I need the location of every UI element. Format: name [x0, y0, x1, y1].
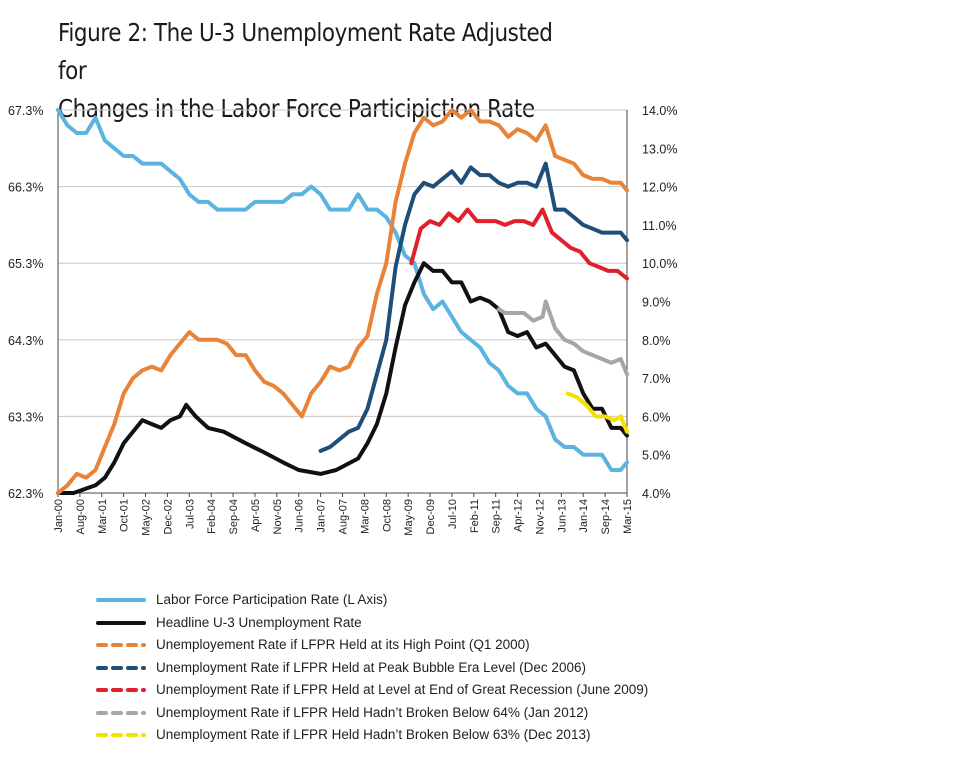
- x-tick-label: Sep-14: [600, 499, 612, 534]
- x-tick-label: Jun-06: [294, 499, 306, 533]
- x-tick-label: May-02: [141, 499, 153, 536]
- chart-title-line-2: Changes in the Labor Force Participictio…: [58, 94, 535, 123]
- x-tick-label: Jan-14: [578, 499, 590, 533]
- y-right-tick-label: 11.0%: [642, 219, 677, 233]
- x-tick-label: Dec-02: [162, 499, 174, 534]
- legend-label: Headline U-3 Unemployment Rate: [156, 614, 362, 630]
- legend-swatch: [96, 733, 146, 737]
- series-line-7: [565, 391, 629, 434]
- legend-label: Unemployment Rate if LFPR Held Hadn’t Br…: [156, 727, 591, 742]
- y-right-tick-label: 14.0%: [642, 104, 677, 118]
- line-chart: 62.3% 63.3% 64.3% 65.3% 66.3% 67.3% 4.0% 5.0% 6.…: [8, 104, 677, 536]
- legend-item: Unemployment Rate if LFPR Held Hadn’t Br…: [96, 704, 796, 727]
- series-line-1: [56, 108, 629, 472]
- legend-swatch: [96, 643, 146, 647]
- x-tick-label: Jul-10: [447, 499, 459, 529]
- y-left-tick-label: 62.3%: [8, 487, 43, 501]
- x-tick-label: Aug-07: [338, 499, 350, 534]
- y-right-tick-label: 6.0%: [642, 410, 671, 424]
- x-tick-label: Jul-03: [184, 499, 196, 529]
- chart-title: Figure 2: The U-3 Unemployment Rate Adju…: [58, 14, 574, 128]
- x-tick-label: Jun-13: [556, 499, 568, 533]
- series-line-2: [56, 261, 629, 495]
- y-left-tick-label: 67.3%: [8, 104, 43, 118]
- legend-label: Unemployment Rate if LFPR Held at Peak B…: [156, 659, 586, 675]
- y-left-tick-label: 63.3%: [8, 410, 43, 424]
- x-tick-label: Jan-00: [53, 499, 65, 533]
- y-left-tick-label: 65.3%: [8, 257, 43, 271]
- x-tick-label: Aug-00: [75, 499, 87, 534]
- legend-item: Unemployement Rate if LFPR Held at its H…: [96, 636, 796, 659]
- legend-label: Unemployement Rate if LFPR Held at its H…: [156, 637, 530, 652]
- x-tick-label: Mar-01: [97, 499, 109, 534]
- series-line-3: [56, 108, 629, 495]
- series-line-5: [409, 207, 629, 281]
- x-tick-label: Feb-11: [469, 499, 481, 533]
- y-right-tick-label: 7.0%: [642, 372, 671, 386]
- legend-swatch: [96, 620, 146, 625]
- x-tick-label: Mar-08: [359, 499, 371, 534]
- y-right-tick-label: 9.0%: [642, 296, 671, 310]
- x-tick-label: Dec-09: [425, 499, 437, 534]
- y-right-tick-label: 12.0%: [642, 181, 677, 195]
- y-left-tick-label: 66.3%: [8, 181, 43, 195]
- legend-item: Unemployment Rate if LFPR Held at Peak B…: [96, 659, 796, 682]
- y-right-tick-label: 8.0%: [642, 334, 671, 348]
- legend-item: Unemployment Rate if LFPR Held Hadn’t Br…: [96, 726, 796, 749]
- legend-label: Unemployment Rate if LFPR Held at Level …: [156, 682, 649, 697]
- legend-label: Labor Force Participation Rate (L Axis): [156, 592, 388, 607]
- y-left-tick-label: 64.3%: [8, 334, 43, 348]
- chart-legend: Labor Force Participation Rate (L Axis) H…: [96, 591, 796, 749]
- legend-item: Headline U-3 Unemployment Rate: [96, 614, 796, 637]
- x-tick-label: Oct-01: [119, 499, 131, 532]
- legend-label: Unemployment Rate if LFPR Held Hadn’t Br…: [156, 704, 589, 720]
- x-tick-label: Feb-04: [206, 499, 218, 534]
- x-tick-label: Nov-12: [534, 499, 546, 534]
- legend-swatch: [96, 710, 146, 715]
- x-tick-label: Nov-05: [272, 499, 284, 534]
- legend-swatch: [96, 598, 146, 602]
- x-tick-label: Jan-07: [316, 499, 328, 533]
- x-tick-label: Apr-12: [513, 499, 525, 532]
- x-tick-label: Sep-04: [228, 499, 240, 534]
- x-tick-label: Sep-11: [491, 499, 503, 534]
- series-line-6: [496, 299, 629, 377]
- legend-swatch: [96, 665, 146, 670]
- legend-item: Unemployment Rate if LFPR Held at Level …: [96, 681, 796, 704]
- x-tick-label: Mar-15: [622, 499, 634, 534]
- legend-item: Labor Force Participation Rate (L Axis): [96, 591, 796, 614]
- y-right-tick-label: 10.0%: [642, 257, 677, 271]
- y-right-tick-label: 13.0%: [642, 142, 677, 156]
- legend-swatch: [96, 688, 146, 692]
- y-right-tick-label: 4.0%: [642, 487, 671, 501]
- chart-title-line-1: Figure 2: The U-3 Unemployment Rate Adju…: [58, 18, 553, 85]
- y-right-tick-label: 5.0%: [642, 449, 671, 463]
- series-line-4: [318, 161, 629, 453]
- x-tick-label: Apr-05: [250, 499, 262, 532]
- x-tick-label: Oct-08: [381, 499, 393, 532]
- x-tick-label: May-09: [403, 499, 415, 536]
